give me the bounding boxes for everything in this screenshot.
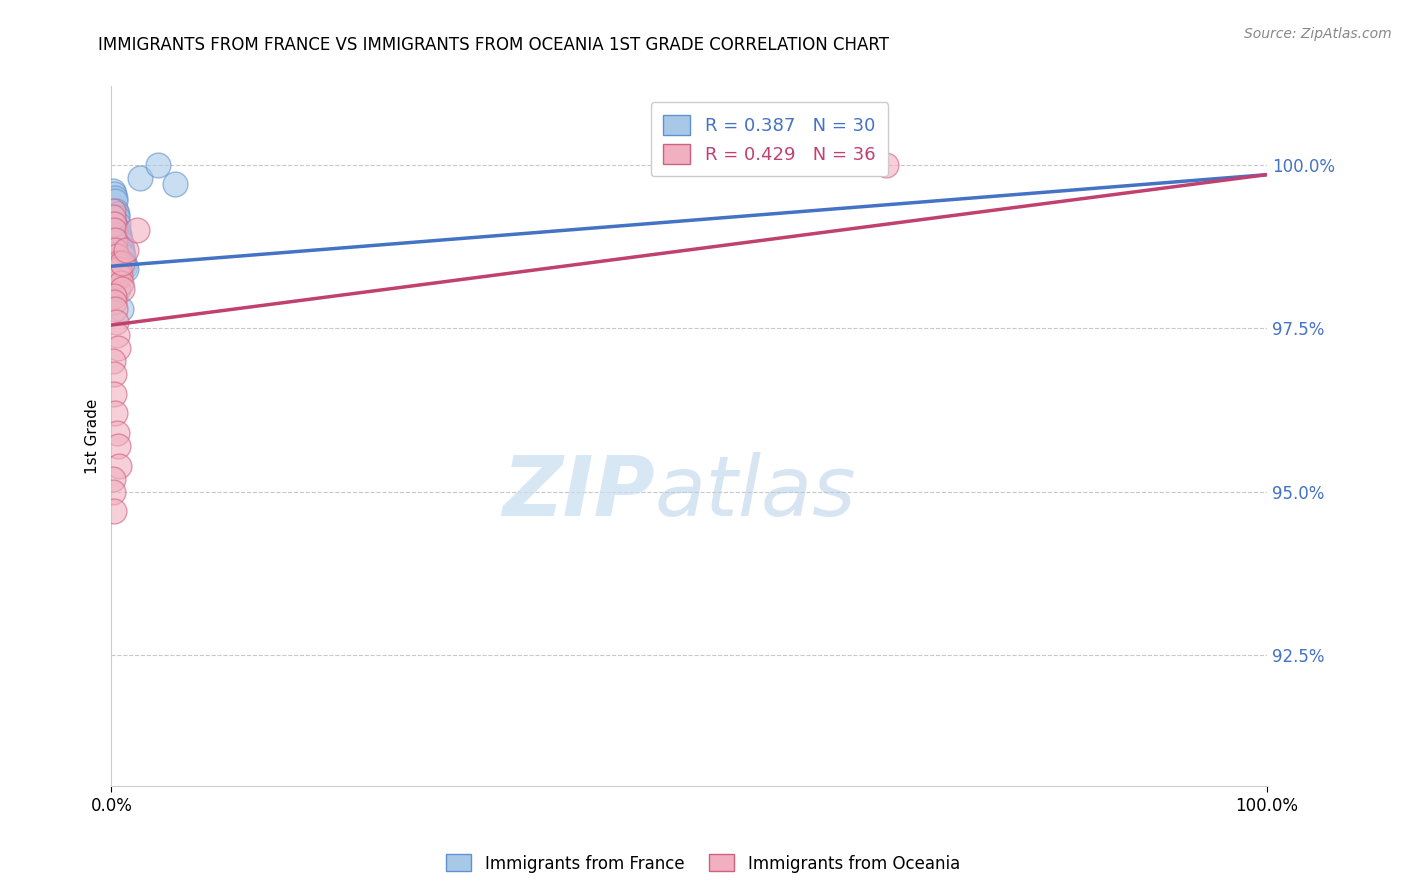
Point [105, 315, 128, 329]
Point [105, 268, 128, 283]
Point [101, 203, 124, 218]
Point [105, 210, 128, 224]
Point [107, 259, 129, 273]
Point [114, 259, 136, 273]
Point [101, 484, 124, 499]
Point [103, 367, 125, 381]
Point [107, 223, 129, 237]
Point [111, 282, 134, 296]
Point [110, 239, 132, 253]
Point [108, 227, 131, 241]
Point [104, 406, 127, 420]
Point [115, 262, 138, 277]
Point [101, 472, 124, 486]
Point [105, 268, 128, 283]
Point [108, 233, 131, 247]
Point [104, 243, 127, 257]
Point [108, 262, 131, 277]
Point [107, 439, 129, 453]
Point [103, 288, 125, 302]
Point [111, 249, 134, 263]
Text: ZIP: ZIP [502, 451, 654, 533]
Point [107, 282, 129, 296]
Legend: R = 0.387   N = 30, R = 0.429   N = 36: R = 0.387 N = 30, R = 0.429 N = 36 [651, 103, 889, 177]
Point [103, 187, 125, 202]
Point [105, 207, 128, 221]
Point [103, 217, 125, 231]
Point [103, 386, 125, 401]
Point [112, 256, 135, 270]
Point [105, 249, 128, 263]
Point [108, 458, 131, 473]
Point [108, 268, 131, 283]
Point [111, 256, 134, 270]
Point [110, 276, 132, 290]
Point [115, 243, 138, 257]
Point [107, 268, 129, 283]
Point [105, 425, 128, 440]
Point [875, 158, 897, 172]
Y-axis label: 1st Grade: 1st Grade [86, 399, 100, 474]
Point [108, 229, 131, 244]
Text: IMMIGRANTS FROM FRANCE VS IMMIGRANTS FROM OCEANIA 1ST GRADE CORRELATION CHART: IMMIGRANTS FROM FRANCE VS IMMIGRANTS FRO… [98, 36, 890, 54]
Point [111, 246, 134, 260]
Point [101, 210, 124, 224]
Point [103, 229, 125, 244]
Point [107, 341, 129, 355]
Text: atlas: atlas [654, 451, 856, 533]
Point [101, 184, 124, 198]
Point [103, 223, 125, 237]
Point [111, 243, 134, 257]
Point [104, 194, 127, 208]
Point [104, 190, 127, 204]
Legend: Immigrants from France, Immigrants from Oceania: Immigrants from France, Immigrants from … [440, 847, 966, 880]
Point [105, 256, 128, 270]
Point [110, 236, 132, 251]
Point [105, 256, 128, 270]
Point [129, 170, 152, 185]
Point [107, 217, 129, 231]
Point [110, 301, 132, 316]
Point [125, 223, 148, 237]
Point [105, 203, 128, 218]
Point [146, 158, 169, 172]
Point [101, 354, 124, 368]
Point [163, 178, 186, 192]
Point [103, 217, 125, 231]
Text: Source: ZipAtlas.com: Source: ZipAtlas.com [1244, 27, 1392, 41]
Point [104, 243, 127, 257]
Point [103, 504, 125, 518]
Point [108, 256, 131, 270]
Point [105, 327, 128, 342]
Point [104, 233, 127, 247]
Point [104, 301, 127, 316]
Point [103, 295, 125, 310]
